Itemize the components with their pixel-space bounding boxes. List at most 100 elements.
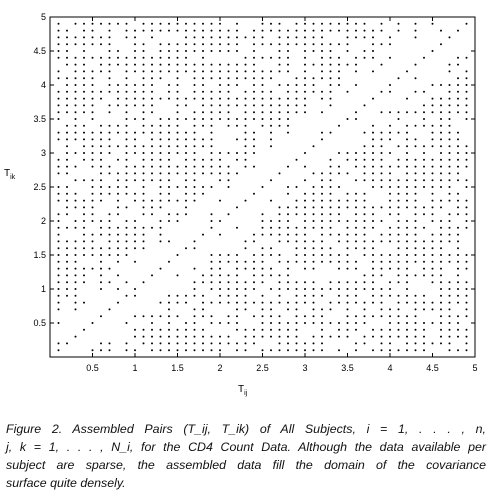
data-point — [389, 192, 391, 195]
data-point — [372, 172, 374, 175]
data-point — [278, 349, 281, 352]
data-point — [329, 186, 332, 188]
data-point — [74, 90, 77, 93]
data-point — [372, 43, 374, 46]
data-point — [355, 70, 357, 73]
data-point — [321, 206, 323, 209]
caption-line-1: Figure 2. Assembled Pairs (T_ij, T_ik) o… — [6, 422, 486, 436]
data-point — [159, 63, 162, 66]
data-point — [304, 254, 306, 256]
data-point — [321, 322, 323, 324]
y-axis-ticks: 0.511.522.533.544.55 — [33, 12, 475, 328]
data-point — [219, 97, 221, 100]
data-point — [202, 158, 204, 161]
data-point — [329, 281, 332, 284]
data-point — [287, 118, 289, 120]
data-point — [202, 84, 204, 86]
data-point — [125, 206, 128, 209]
data-point — [185, 206, 187, 209]
data-point — [431, 274, 434, 277]
data-point — [210, 36, 213, 39]
data-point — [202, 56, 204, 59]
data-point — [261, 56, 264, 59]
data-point — [338, 349, 340, 352]
data-point — [57, 50, 60, 52]
data-point — [295, 328, 298, 331]
data-point — [91, 43, 94, 46]
data-point — [338, 70, 340, 73]
data-point — [329, 50, 332, 52]
data-point — [406, 138, 408, 141]
data-point — [117, 186, 119, 188]
data-point — [346, 254, 349, 256]
data-point — [380, 301, 383, 304]
data-point — [261, 349, 264, 352]
data-point — [91, 29, 94, 32]
data-point — [66, 206, 68, 209]
data-point — [465, 104, 468, 107]
data-point — [168, 199, 170, 202]
data-point — [346, 29, 349, 32]
data-point — [431, 233, 434, 236]
data-point — [219, 158, 221, 161]
data-point — [125, 322, 128, 324]
data-point — [66, 111, 68, 114]
data-point — [363, 192, 366, 195]
data-point — [168, 70, 170, 73]
data-point — [117, 240, 119, 243]
data-point — [440, 158, 442, 161]
data-point — [312, 192, 315, 195]
data-point — [253, 233, 255, 236]
data-point — [83, 131, 85, 134]
data-point — [287, 165, 289, 168]
data-point — [151, 342, 153, 345]
data-point — [66, 199, 68, 202]
data-point — [185, 179, 187, 182]
data-point — [355, 29, 357, 32]
data-point — [159, 267, 162, 270]
data-point — [304, 267, 306, 270]
data-point — [100, 22, 102, 25]
data-point — [440, 254, 442, 256]
data-point — [261, 301, 264, 304]
data-point — [355, 179, 357, 182]
data-point — [338, 254, 340, 256]
data-point — [287, 260, 289, 263]
data-point — [431, 308, 434, 311]
data-point — [287, 97, 289, 100]
data-point — [108, 145, 111, 148]
data-point — [168, 213, 170, 216]
data-point — [193, 158, 196, 161]
data-point — [83, 213, 85, 216]
data-point — [312, 301, 315, 304]
data-point — [363, 56, 366, 59]
data-point — [440, 288, 442, 290]
y-tick-label: 3 — [41, 148, 46, 158]
data-point — [329, 158, 332, 161]
data-point — [278, 213, 281, 216]
data-point — [185, 104, 187, 107]
data-point — [465, 267, 468, 270]
data-point — [278, 172, 281, 175]
data-point — [287, 84, 289, 86]
data-point — [66, 131, 68, 134]
data-point — [253, 288, 255, 290]
x-tick-label: 3.5 — [341, 363, 354, 373]
data-point — [227, 186, 230, 188]
data-point — [431, 50, 434, 52]
data-point — [210, 172, 213, 175]
data-point — [448, 260, 451, 263]
data-point — [108, 63, 111, 66]
data-point — [202, 124, 204, 127]
data-point — [287, 90, 289, 93]
data-point — [397, 308, 400, 311]
data-point — [372, 186, 374, 188]
data-point — [142, 172, 145, 175]
data-point — [312, 63, 315, 66]
data-point — [185, 335, 187, 338]
data-point — [389, 288, 391, 290]
data-point — [346, 281, 349, 284]
data-point — [219, 322, 221, 324]
data-point — [431, 179, 434, 182]
data-point — [329, 192, 332, 195]
